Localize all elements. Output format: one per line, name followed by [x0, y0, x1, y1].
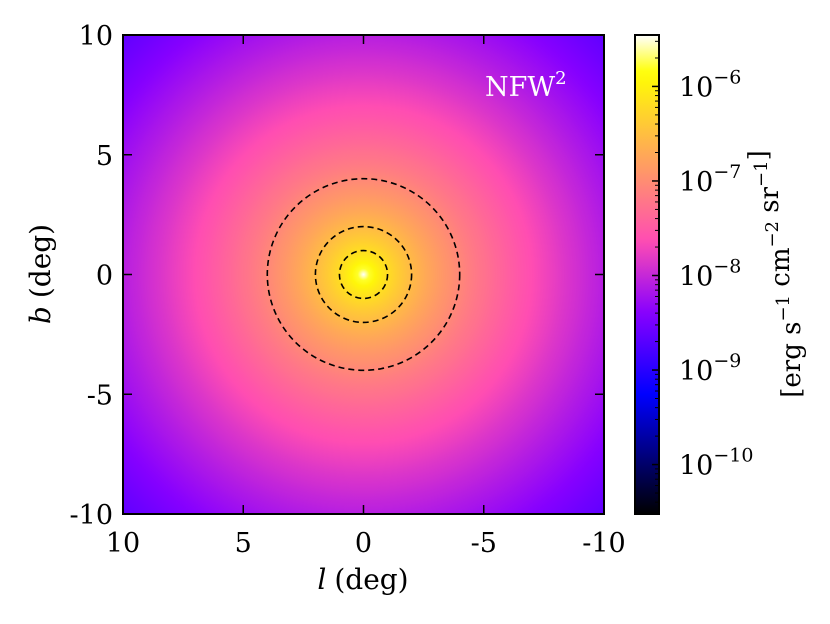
y-tick-label: 5	[96, 141, 113, 172]
contour-rings	[266, 177, 461, 372]
y-axis-unit: (deg)	[24, 224, 57, 298]
x-tick-label: -10	[582, 528, 625, 559]
colorbar-tick-label: 10−7	[679, 161, 741, 198]
heatmap-radial-field	[123, 35, 604, 514]
heatmap-annotation: NFW2	[485, 68, 567, 103]
annotation-superscript: 2	[555, 68, 566, 89]
colorbar-tick-label: 10−10	[679, 445, 753, 482]
x-tick-label: 0	[355, 528, 372, 559]
y-tick-label: 10	[79, 21, 113, 52]
contour-ring-1	[338, 249, 389, 300]
y-tick-label: 0	[96, 261, 113, 292]
x-tick-label: -5	[471, 528, 497, 559]
x-axis-var: l	[317, 563, 326, 596]
x-axis-ticks: 10 5 0 -5 -10	[106, 35, 626, 559]
colorbar-tick-label: 10−8	[679, 256, 741, 293]
y-axis-var: b	[24, 306, 57, 324]
y-axis-title: b (deg)	[24, 224, 57, 324]
colorbar-frame	[634, 34, 660, 515]
y-tick-label: -5	[87, 380, 113, 411]
x-tick-label: 5	[235, 528, 252, 559]
y-axis-ticks: 10 5 0 -5 -10	[70, 21, 604, 531]
colorbar-label: [erg s−1 cm−2 sr−1]	[744, 150, 807, 398]
contour-ring-2	[314, 225, 413, 324]
colorbar: 10−10 10−9 10−8 10−7 10−6 [erg s−1 cm−2 sr−1…	[634, 34, 807, 515]
x-axis-title: l (deg)	[317, 563, 408, 596]
x-tick-label: 10	[106, 528, 140, 559]
colorbar-fill	[635, 35, 659, 514]
y-tick-label: -10	[70, 500, 113, 531]
x-axis-unit: (deg)	[334, 563, 408, 596]
contour-ring-3	[266, 177, 461, 372]
colorbar-ticks: 10−10 10−9 10−8 10−7 10−6	[652, 40, 753, 503]
heatmap-panel: 10 5 0 -5 -10 10 5 0 -5 -10 NFW2	[70, 21, 626, 559]
colorbar-tick-label: 10−6	[679, 66, 741, 103]
colorbar-tick-label: 10−9	[679, 350, 741, 387]
